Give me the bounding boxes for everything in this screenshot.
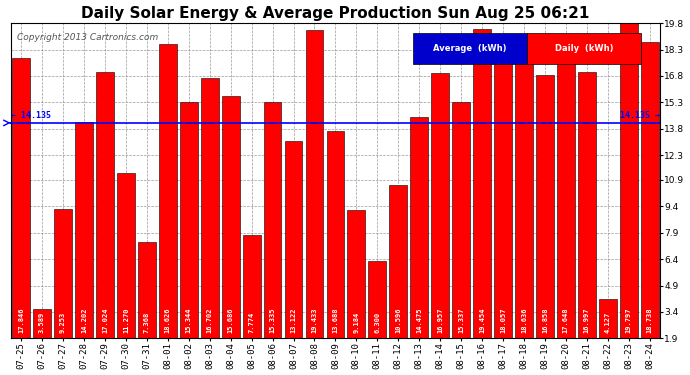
Text: 18.057: 18.057 bbox=[500, 308, 506, 333]
Text: 13.688: 13.688 bbox=[333, 308, 338, 333]
Text: 15.344: 15.344 bbox=[186, 308, 192, 333]
Text: 15.686: 15.686 bbox=[228, 308, 234, 333]
Text: Average  (kWh): Average (kWh) bbox=[433, 44, 507, 53]
Text: ← 14.135: ← 14.135 bbox=[11, 111, 51, 120]
Text: 4.127: 4.127 bbox=[604, 312, 611, 333]
Bar bbox=[389, 185, 407, 338]
Bar bbox=[536, 75, 554, 338]
Bar bbox=[96, 72, 114, 338]
Text: 11.270: 11.270 bbox=[123, 308, 129, 333]
Text: 7.368: 7.368 bbox=[144, 312, 150, 333]
Text: 9.253: 9.253 bbox=[60, 312, 66, 333]
Bar bbox=[599, 299, 617, 338]
Text: 14.135 →: 14.135 → bbox=[620, 111, 660, 120]
Text: 16.858: 16.858 bbox=[542, 308, 548, 333]
Bar bbox=[12, 57, 30, 338]
Bar bbox=[117, 173, 135, 338]
Bar bbox=[33, 309, 51, 338]
Text: 19.433: 19.433 bbox=[311, 308, 317, 333]
Text: 9.184: 9.184 bbox=[353, 312, 359, 333]
Bar bbox=[620, 23, 638, 338]
Text: 16.957: 16.957 bbox=[437, 308, 443, 333]
Bar bbox=[452, 102, 470, 338]
FancyBboxPatch shape bbox=[527, 33, 641, 64]
Text: 16.702: 16.702 bbox=[207, 308, 213, 333]
Bar bbox=[75, 122, 93, 338]
Bar bbox=[578, 72, 595, 338]
Bar bbox=[348, 210, 365, 338]
Bar bbox=[368, 261, 386, 338]
Text: 13.122: 13.122 bbox=[290, 308, 297, 333]
Title: Daily Solar Energy & Average Production Sun Aug 25 06:21: Daily Solar Energy & Average Production … bbox=[81, 6, 589, 21]
Bar bbox=[326, 131, 344, 338]
Text: 3.589: 3.589 bbox=[39, 312, 45, 333]
Bar bbox=[431, 73, 449, 338]
Text: 19.797: 19.797 bbox=[626, 308, 632, 333]
Text: 17.024: 17.024 bbox=[102, 308, 108, 333]
Text: 17.846: 17.846 bbox=[18, 308, 24, 333]
Text: 18.636: 18.636 bbox=[521, 308, 527, 333]
Bar bbox=[641, 42, 658, 338]
Text: 6.300: 6.300 bbox=[374, 312, 380, 333]
Bar bbox=[138, 242, 156, 338]
Text: 14.202: 14.202 bbox=[81, 308, 87, 333]
Bar bbox=[411, 117, 428, 338]
FancyBboxPatch shape bbox=[413, 33, 527, 64]
Text: 19.454: 19.454 bbox=[479, 308, 485, 333]
Text: 16.997: 16.997 bbox=[584, 308, 590, 333]
Text: 18.626: 18.626 bbox=[165, 308, 171, 333]
Bar bbox=[557, 61, 575, 338]
Text: Copyright 2013 Cartronics.com: Copyright 2013 Cartronics.com bbox=[17, 33, 159, 42]
Text: 17.648: 17.648 bbox=[563, 308, 569, 333]
Text: 10.596: 10.596 bbox=[395, 308, 402, 333]
Bar bbox=[494, 54, 512, 338]
Bar bbox=[306, 30, 324, 338]
Bar bbox=[180, 102, 197, 338]
Bar bbox=[515, 44, 533, 338]
Text: Daily  (kWh): Daily (kWh) bbox=[555, 44, 613, 53]
Bar bbox=[243, 235, 261, 338]
Bar bbox=[159, 44, 177, 338]
Bar bbox=[284, 141, 302, 338]
Text: 18.738: 18.738 bbox=[647, 308, 653, 333]
Text: 7.774: 7.774 bbox=[248, 312, 255, 333]
Bar bbox=[201, 78, 219, 338]
Bar bbox=[264, 102, 282, 338]
Text: 15.337: 15.337 bbox=[458, 308, 464, 333]
Bar bbox=[54, 209, 72, 338]
Bar bbox=[473, 29, 491, 338]
Text: 15.335: 15.335 bbox=[270, 308, 275, 333]
Text: 14.475: 14.475 bbox=[416, 308, 422, 333]
Bar bbox=[221, 96, 239, 338]
